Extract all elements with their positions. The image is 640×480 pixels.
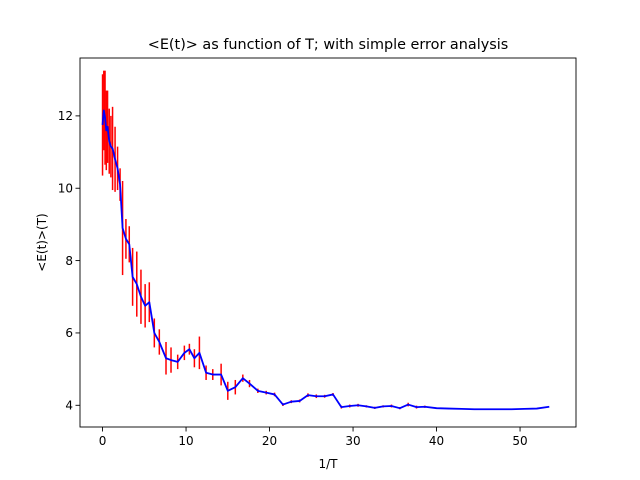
x-tick-label: 50 <box>512 434 527 448</box>
y-axis-label: <E(t)>(T) <box>35 213 49 271</box>
chart-title: <E(t)> as function of T; with simple err… <box>148 37 508 53</box>
y-tick-label: 6 <box>65 326 73 340</box>
x-tick-label: 40 <box>429 434 444 448</box>
y-tick-label: 4 <box>65 399 73 413</box>
series-line <box>101 109 550 411</box>
y-tick-label: 12 <box>58 109 73 123</box>
x-axis-ticks: 0 10 20 30 40 50 <box>99 427 528 448</box>
y-axis-ticks: 4 6 8 10 12 <box>58 109 80 413</box>
x-tick-label: 20 <box>262 434 277 448</box>
line-group <box>101 109 550 411</box>
x-tick-label: 30 <box>345 434 360 448</box>
x-tick-label: 10 <box>178 434 193 448</box>
y-tick-label: 8 <box>65 254 73 268</box>
y-tick-label: 10 <box>58 182 73 196</box>
x-tick-label: 0 <box>99 434 107 448</box>
x-axis-label: 1/T <box>318 457 338 471</box>
plot-area <box>80 58 576 427</box>
plot-frame <box>79 57 577 428</box>
